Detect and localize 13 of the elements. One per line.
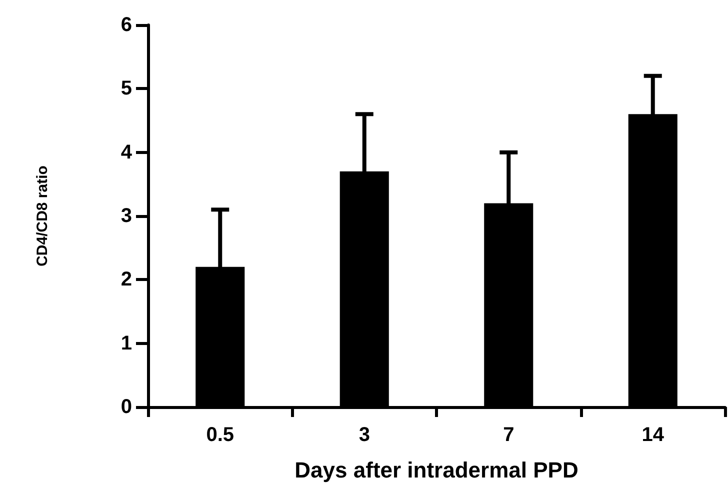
- x-tick-label: 3: [358, 424, 370, 446]
- y-tick-label: 4: [120, 141, 133, 164]
- y-tick-label: 5: [120, 78, 132, 100]
- x-tick-label: 7: [503, 424, 514, 446]
- x-axis-title: Days after intradermal PPD: [294, 458, 578, 482]
- y-tick-label: 3: [120, 205, 132, 227]
- y-tick-label: 1: [120, 332, 132, 354]
- y-tick-label: 6: [120, 14, 132, 36]
- y-tick-label: 0: [120, 396, 132, 418]
- x-tick-label: 14: [642, 424, 665, 446]
- y-axis-title: CD4/CD8 ratio: [34, 166, 51, 266]
- y-tick-label: 2: [120, 268, 132, 291]
- x-tick-label: 0.5: [206, 424, 234, 446]
